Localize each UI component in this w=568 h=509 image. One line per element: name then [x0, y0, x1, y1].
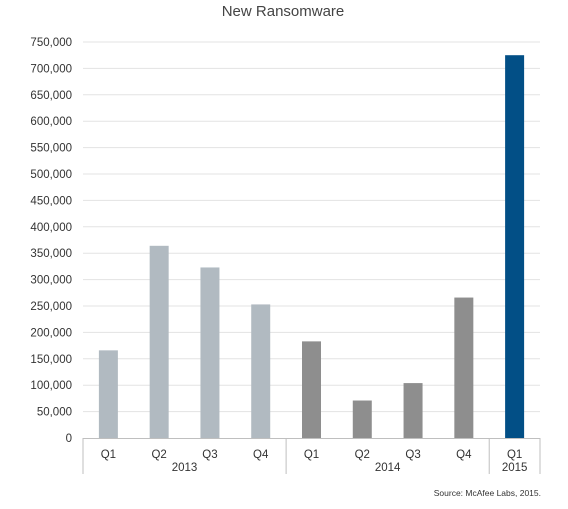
bar: [302, 341, 321, 438]
x-tick-label: Q2: [151, 449, 166, 461]
x-tick-label: Q1: [101, 449, 116, 461]
y-tick-label: 750,000: [30, 37, 72, 49]
y-tick-label: 50,000: [37, 407, 72, 419]
y-axis: 0 50,000 100,000 150,000 200,000 250,000 300,0…: [30, 37, 72, 445]
y-tick-label: 600,000: [30, 116, 72, 128]
y-tick-label: 650,000: [30, 90, 72, 102]
x-tick-label: Q1: [507, 449, 522, 461]
x-axis: Q1 Q2 Q3 Q4 Q1 Q2 Q3 Q4 Q1 2013 2014 2015: [82, 438, 541, 474]
bar: [149, 245, 169, 438]
bar: [251, 304, 271, 438]
y-tick-label: 100,000: [30, 380, 72, 392]
y-tick-label: 550,000: [30, 143, 72, 155]
bar: [403, 383, 423, 438]
year-group-label: 2015: [502, 462, 528, 474]
x-tick-label: Q4: [253, 449, 269, 461]
y-tick-label: 400,000: [30, 222, 72, 234]
source-note: Source: McAfee Labs, 2015.: [434, 488, 541, 498]
bar: [505, 55, 525, 438]
x-tick-label: Q3: [405, 449, 420, 461]
bar: [352, 400, 372, 438]
year-group-label: 2014: [375, 462, 401, 474]
y-tick-label: 500,000: [30, 169, 72, 181]
year-group-label: 2013: [172, 462, 198, 474]
y-tick-label: 150,000: [30, 354, 72, 366]
bar: [454, 297, 474, 438]
y-tick-label: 200,000: [30, 327, 72, 339]
x-tick-label: Q4: [456, 449, 472, 461]
bar: [98, 350, 118, 438]
y-tick-label: 300,000: [30, 275, 72, 287]
y-tick-label: 450,000: [30, 195, 72, 207]
y-tick-label: 0: [66, 433, 72, 445]
chart-title: New Ransomware: [222, 3, 345, 20]
y-tick-label: 700,000: [30, 63, 72, 75]
bars: [98, 55, 525, 438]
x-tick-label: Q2: [355, 449, 370, 461]
y-tick-label: 350,000: [30, 248, 72, 260]
y-tick-label: 250,000: [30, 301, 72, 313]
x-tick-label: Q3: [202, 449, 217, 461]
bar: [200, 267, 220, 438]
x-tick-label: Q1: [304, 449, 319, 461]
